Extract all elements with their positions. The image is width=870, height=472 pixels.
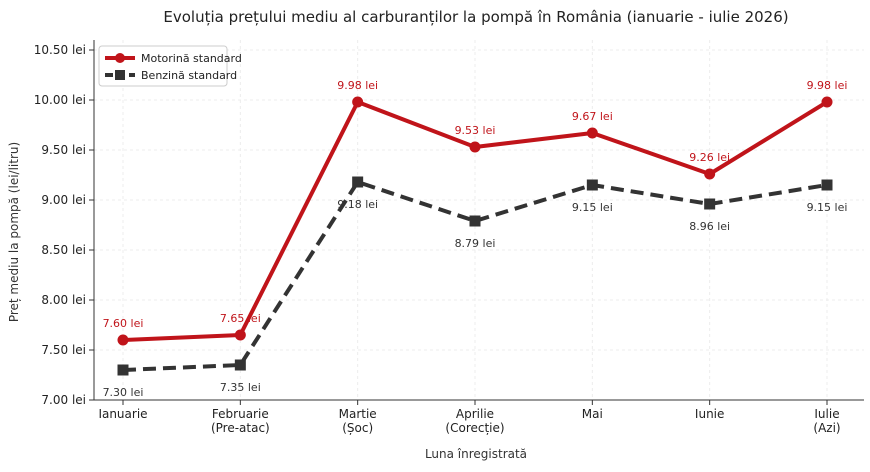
data-label-1: 9.18 lei (337, 198, 378, 211)
legend-label-0: Motorină standard (141, 52, 242, 65)
x-tick-label: (Azi) (813, 421, 840, 435)
legend-marker-0 (115, 53, 125, 63)
series-group (117, 96, 833, 376)
y-tick-label: 8.50 lei (41, 243, 86, 257)
data-point-0 (704, 168, 716, 180)
legend-marker-1 (115, 70, 125, 80)
data-label-0: 7.60 lei (103, 317, 144, 330)
x-tick-label: Ianuarie (98, 407, 147, 421)
data-label-1: 8.96 lei (689, 220, 730, 233)
data-label-1: 9.15 lei (572, 201, 613, 214)
data-point-0 (117, 334, 129, 346)
x-tick-label: (Șoc) (342, 421, 373, 435)
axes: 7.00 lei 7.50 lei 8.00 lei 8.50 lei 9.00 lei… (34, 40, 864, 435)
y-tick-label: 8.00 lei (41, 293, 86, 307)
data-label-0: 9.26 lei (689, 151, 730, 164)
x-tick-label: Aprilie (456, 407, 494, 421)
data-point-0 (469, 141, 481, 153)
x-tick-label: Mai (582, 407, 603, 421)
data-point-0 (352, 96, 364, 108)
grid-lines (94, 40, 864, 401)
legend-label-1: Benzină standard (141, 69, 237, 82)
data-point-1 (234, 359, 246, 371)
x-tick-label: Iulie (814, 407, 839, 421)
data-point-0 (234, 329, 246, 341)
data-point-1 (586, 179, 598, 191)
data-point-1 (821, 179, 833, 191)
x-tick-label: Martie (339, 407, 377, 421)
x-tick-label: Iunie (695, 407, 724, 421)
y-tick-label: 7.00 lei (41, 393, 86, 407)
y-axis-label: Preț mediu la pompă (lei/litru) (7, 142, 21, 322)
x-tick-label: (Pre-atac) (211, 421, 270, 435)
data-label-0: 9.67 lei (572, 110, 613, 123)
y-tick-label: 9.50 lei (41, 143, 86, 157)
y-tick-label: 10.00 lei (34, 93, 86, 107)
data-point-1 (117, 364, 129, 376)
data-label-1: 8.79 lei (455, 237, 496, 250)
data-label-0: 9.98 lei (337, 79, 378, 92)
data-labels: 7.60 lei 7.65 lei 9.98 lei 9.53 lei 9.67 lei… (103, 79, 848, 399)
data-point-1 (352, 176, 364, 188)
x-tick-label: Februarie (212, 407, 269, 421)
y-tick-label: 9.00 lei (41, 193, 86, 207)
x-tick-label: (Corecție) (445, 421, 504, 435)
data-label-0: 9.98 lei (807, 79, 848, 92)
data-label-1: 9.15 lei (807, 201, 848, 214)
y-tick-label: 10.50 lei (34, 43, 86, 57)
legend: Motorină standard Benzină standard (98, 45, 242, 87)
chart-title: Evoluția prețului mediu al carburanților… (163, 8, 788, 26)
x-axis-label: Luna înregistrată (425, 447, 527, 461)
data-point-1 (704, 198, 716, 210)
data-point-1 (469, 215, 481, 227)
data-point-0 (821, 96, 833, 108)
data-point-0 (586, 127, 598, 139)
data-label-1: 7.35 lei (220, 381, 261, 394)
y-tick-label: 7.50 lei (41, 343, 86, 357)
data-label-0: 9.53 lei (455, 124, 496, 137)
data-label-1: 7.30 lei (103, 386, 144, 399)
data-label-0: 7.65 lei (220, 312, 261, 325)
